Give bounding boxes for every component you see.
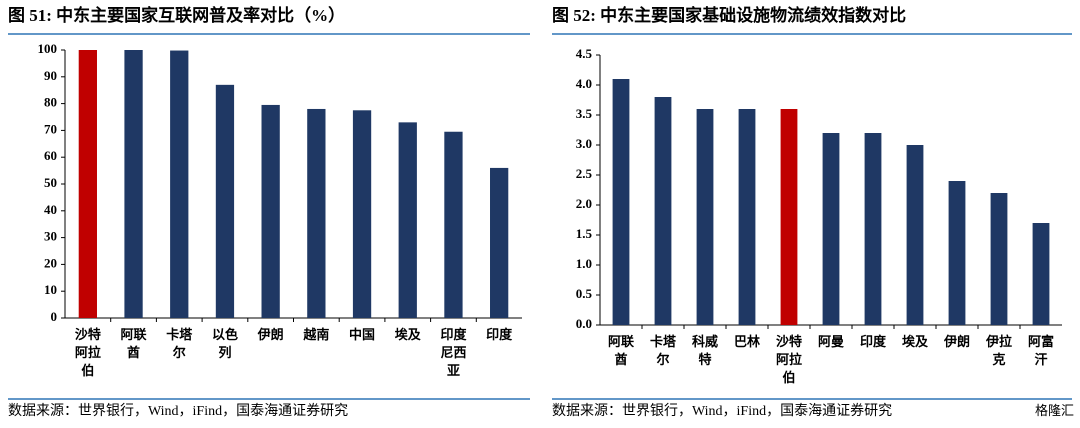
bar: [948, 181, 966, 325]
bar: [261, 104, 280, 318]
bar: [170, 50, 189, 318]
x-tick-label: 越南: [302, 327, 329, 342]
bar: [780, 109, 798, 325]
bar: [654, 97, 672, 325]
y-tick-label: 100: [38, 41, 58, 56]
y-tick-label: 50: [44, 175, 57, 190]
x-tick-label: 埃及: [902, 334, 929, 349]
x-tick-label: 印度: [860, 334, 887, 349]
x-tick-label: 以色列: [212, 327, 238, 360]
x-tick-label: 埃及: [395, 327, 422, 342]
y-tick-label: 0.5: [576, 286, 593, 301]
x-tick-label: 印度尼西亚: [440, 327, 467, 378]
bar: [1032, 223, 1050, 325]
bar: [398, 122, 417, 318]
y-tick-label: 4.5: [576, 46, 593, 61]
bar: [78, 50, 97, 318]
bar: [612, 79, 630, 325]
bar: [738, 109, 756, 325]
x-tick-label: 沙特阿拉伯: [776, 334, 802, 385]
y-tick-label: 20: [44, 255, 57, 270]
x-tick-label: 阿联酋: [608, 334, 634, 367]
bar: [696, 109, 714, 325]
y-tick-label: 1.0: [576, 256, 592, 271]
x-tick-label: 巴林: [734, 334, 760, 349]
y-tick-label: 60: [44, 148, 57, 163]
x-tick-label: 伊朗: [943, 334, 970, 349]
y-tick-label: 40: [44, 202, 57, 217]
x-tick-label: 沙特阿拉伯: [75, 327, 101, 378]
y-tick-label: 3.0: [576, 136, 592, 151]
y-tick-label: 0.0: [576, 316, 592, 331]
x-tick-label: 卡塔尔: [650, 334, 677, 367]
x-tick-label: 科威特: [692, 334, 718, 367]
bar: [352, 110, 372, 318]
x-tick-label: 中国: [349, 327, 375, 342]
y-tick-label: 80: [44, 95, 57, 110]
x-tick-label: 阿富汗: [1028, 334, 1054, 367]
bar: [490, 167, 509, 318]
bar: [124, 50, 143, 318]
y-tick-label: 2.0: [576, 196, 592, 211]
source: 数据来源：世界银行，Wind，iFind，国泰海通证券研究: [552, 403, 892, 419]
chart-title: 图 52: 中东主要国家基础设施物流绩效指数对比: [552, 5, 906, 25]
bar: [906, 145, 924, 325]
y-tick-label: 4.0: [576, 76, 592, 91]
y-tick-label: 1.5: [576, 226, 593, 241]
x-tick-label: 阿曼: [818, 334, 844, 349]
y-tick-label: 30: [44, 229, 57, 244]
bar: [990, 193, 1008, 325]
bar: [444, 131, 463, 318]
y-tick-label: 90: [44, 68, 57, 83]
source: 数据来源：世界银行，Wind，iFind，国泰海通证券研究: [8, 403, 348, 419]
y-tick-label: 70: [44, 121, 57, 136]
x-tick-label: 伊朗: [257, 327, 284, 342]
bar: [215, 84, 235, 318]
y-tick-label: 0: [51, 309, 58, 324]
bar: [822, 133, 840, 325]
watermark: 格隆汇: [1035, 403, 1074, 418]
x-tick-label: 印度: [486, 327, 513, 342]
chart-title: 图 51: 中东主要国家互联网普及率对比（%）: [8, 5, 345, 25]
x-tick-label: 伊拉克: [985, 334, 1012, 367]
y-tick-label: 2.5: [576, 166, 593, 181]
bar: [864, 133, 882, 325]
x-tick-label: 卡塔尔: [166, 327, 193, 360]
y-tick-label: 3.5: [576, 106, 593, 121]
bar: [307, 108, 326, 319]
y-tick-label: 10: [44, 282, 57, 297]
x-tick-label: 阿联酋: [121, 327, 147, 360]
